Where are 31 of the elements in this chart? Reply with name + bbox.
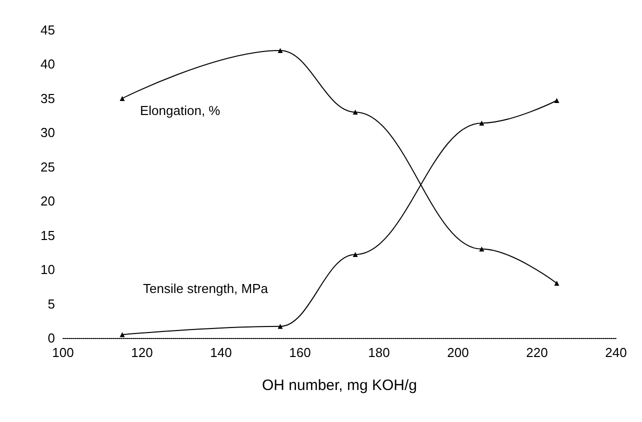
- y-tick-label: 45: [40, 22, 55, 38]
- y-tick-label: 15: [40, 228, 55, 243]
- y-tick-label: 25: [40, 159, 55, 174]
- series-label: Elongation, %: [140, 103, 221, 118]
- point: [554, 98, 560, 103]
- x-tick-label: 200: [447, 345, 469, 360]
- point: [554, 280, 560, 286]
- text: Tensile strength, MPa: [143, 281, 269, 296]
- point: [120, 96, 125, 101]
- point: [278, 324, 283, 329]
- x-axis-title: OH number, mg KOH/g: [262, 377, 418, 394]
- y-tick-label: 0: [48, 330, 55, 346]
- y-tick-label: 40: [40, 56, 55, 72]
- x-tick-label: 120: [131, 345, 153, 360]
- x-tick-label: 220: [526, 345, 548, 360]
- y-tick-label: 10: [40, 262, 55, 278]
- y-tick-label: 30: [40, 125, 55, 140]
- x-tick-label: 180: [368, 345, 390, 360]
- y-tick-label: 5: [48, 296, 55, 312]
- point: [479, 246, 484, 252]
- y-tick-label: 20: [40, 194, 55, 209]
- x-tick-label: 140: [210, 345, 232, 360]
- point: [479, 120, 484, 126]
- point: [352, 252, 358, 257]
- x-tick-label: 100: [52, 345, 74, 360]
- x-tick-label: 160: [289, 345, 311, 360]
- y-tick-label: 35: [40, 90, 55, 106]
- point: [278, 48, 283, 54]
- x-tick-label: 240: [605, 345, 627, 360]
- point: [352, 110, 358, 115]
- point: [120, 332, 125, 338]
